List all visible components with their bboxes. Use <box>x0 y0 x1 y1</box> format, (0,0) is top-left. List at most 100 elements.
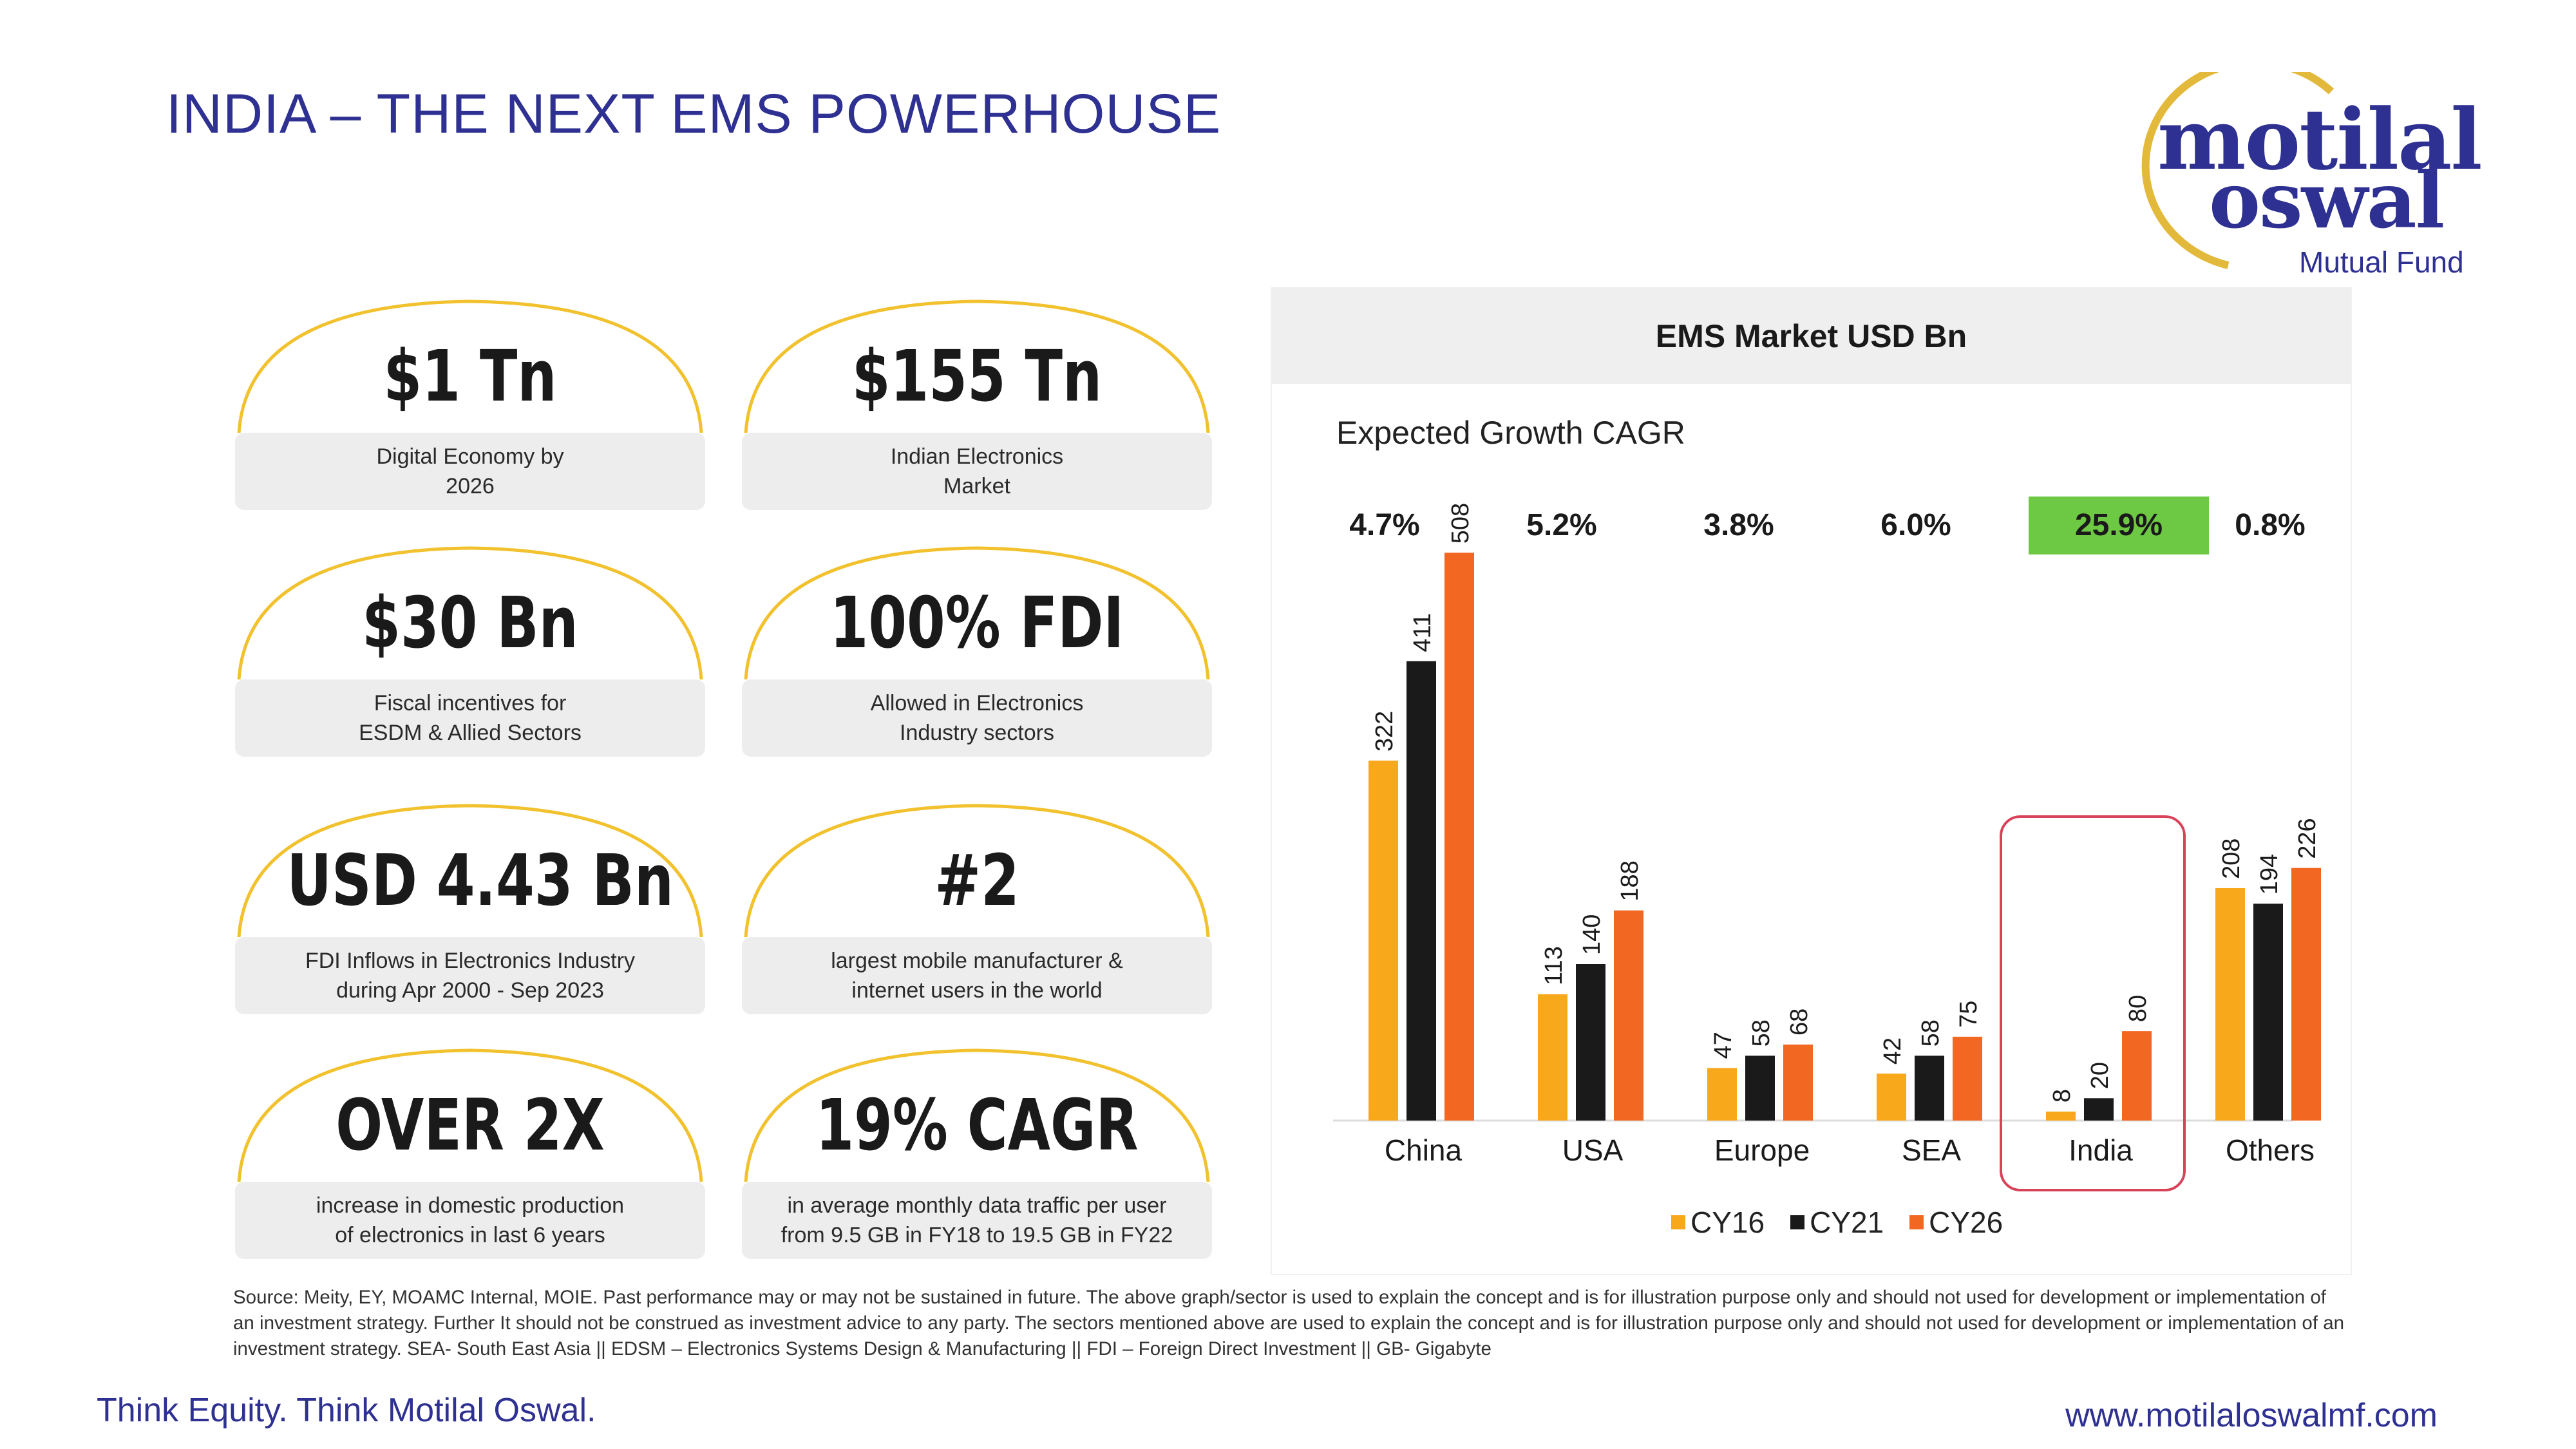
arch-icon <box>237 546 703 679</box>
cagr-value: 5.2% <box>1526 508 1597 542</box>
stat-card: USD 4.43 Bn FDI Inflows in Electronics I… <box>235 802 705 1014</box>
bar-india-cy16 <box>2046 1112 2076 1121</box>
logo-ring-icon <box>2141 72 2334 269</box>
cagr-value: 3.8% <box>1703 508 1774 542</box>
arch-icon <box>744 1048 1210 1182</box>
bar-sea-cy16 <box>1877 1074 1906 1121</box>
data-label: 226 <box>2294 818 2321 858</box>
bar-europe-cy21 <box>1745 1056 1775 1121</box>
legend-label: CY21 <box>1810 1206 1884 1239</box>
category-label: India <box>2069 1133 2133 1167</box>
cagr-value: 0.8% <box>2235 508 2306 542</box>
stat-description: in average monthly data traffic per user… <box>742 1182 1212 1259</box>
data-label: 194 <box>2256 854 2283 895</box>
data-label: 140 <box>1578 914 1605 955</box>
data-label: 47 <box>1710 1032 1737 1059</box>
data-label: 58 <box>1917 1019 1944 1046</box>
data-label: 188 <box>1616 860 1643 901</box>
stat-card: 19% CAGR in average monthly data traffic… <box>742 1046 1212 1259</box>
logo-line1: motilal <box>2157 90 2483 189</box>
category-label: Europe <box>1714 1133 1810 1167</box>
arch-icon <box>744 804 1210 937</box>
footer-tagline: Think Equity. Think Motilal Oswal. <box>97 1392 596 1429</box>
chart-title: EMS Market USD Bn <box>1272 289 2351 384</box>
cagr-value: 4.7% <box>1349 508 1420 542</box>
footer-website[interactable]: www.motilaloswalmf.com <box>2065 1397 2438 1434</box>
legend-swatch-icon <box>1671 1215 1685 1229</box>
stat-card: $30 Bn Fiscal incentives for ESDM & Alli… <box>235 544 705 757</box>
legend-item: CY21 <box>1790 1205 1884 1240</box>
page-title: INDIA – THE NEXT EMS POWERHOUSE <box>166 83 1222 145</box>
stat-value: $1 Tn <box>383 335 557 417</box>
data-label: 80 <box>2125 995 2152 1022</box>
arch-icon <box>744 299 1210 433</box>
cagr-value: 25.9% <box>2029 497 2209 554</box>
category-label: China <box>1385 1133 1463 1167</box>
stat-description: Allowed in Electronics Industry sectors <box>742 679 1212 757</box>
stat-description: Fiscal incentives for ESDM & Allied Sect… <box>235 679 705 757</box>
source-note: Source: Meity, EY, MOAMC Internal, MOIE.… <box>233 1287 2345 1359</box>
legend-swatch-icon <box>1790 1215 1805 1229</box>
stat-value: 100% FDI <box>829 582 1124 664</box>
bar-europe-cy16 <box>1707 1068 1737 1121</box>
chart-panel: EMS Market USD Bn Expected Growth CAGR 4… <box>1272 289 2351 1274</box>
legend-label: CY26 <box>1929 1206 2003 1239</box>
bar-europe-cy26 <box>1783 1044 1813 1121</box>
legend-swatch-icon <box>1909 1215 1924 1229</box>
chart-subtitle: Expected Growth CAGR <box>1336 415 1685 451</box>
stat-description: largest mobile manufacturer & internet u… <box>742 937 1212 1014</box>
data-label: 75 <box>1955 1001 1982 1028</box>
data-label: 58 <box>1748 1019 1775 1046</box>
bar-usa-cy16 <box>1538 994 1567 1121</box>
logo-line2: oswal <box>2209 155 2445 246</box>
legend-item: CY26 <box>1909 1205 2003 1240</box>
legend-item: CY16 <box>1671 1205 1765 1240</box>
chart-legend: CY16 CY21 CY26 <box>1671 1203 2003 1242</box>
data-label: 208 <box>2218 838 2245 879</box>
bar-others-cy26 <box>2291 867 2321 1121</box>
bar-china-cy21 <box>1406 661 1436 1121</box>
stat-description: Digital Economy by 2026 <box>235 433 705 510</box>
bar-india-cy21 <box>2084 1098 2114 1121</box>
stat-value: 19% CAGR <box>815 1084 1139 1166</box>
bar-india-cy26 <box>2122 1031 2152 1121</box>
arch-icon <box>744 546 1210 679</box>
arch-icon <box>237 804 703 937</box>
bar-usa-cy26 <box>1614 910 1643 1121</box>
stat-value: $30 Bn <box>362 582 578 664</box>
data-label: 20 <box>2087 1062 2114 1089</box>
data-label: 8 <box>2049 1089 2076 1103</box>
arch-icon <box>237 1048 703 1182</box>
stat-description: FDI Inflows in Electronics Industry duri… <box>235 937 705 1014</box>
data-label: 68 <box>1786 1009 1813 1036</box>
data-label: 42 <box>1879 1037 1906 1065</box>
bar-china-cy16 <box>1368 761 1398 1121</box>
bar-sea-cy21 <box>1915 1056 1944 1121</box>
stat-description: Indian Electronics Market <box>742 433 1212 510</box>
stat-value: OVER 2X <box>336 1084 605 1166</box>
bar-china-cy26 <box>1444 553 1474 1121</box>
category-label: SEA <box>1902 1133 1961 1167</box>
category-label: USA <box>1562 1133 1624 1167</box>
logo-subtitle: Mutual Fund <box>2299 245 2464 279</box>
bar-others-cy16 <box>2215 887 2245 1121</box>
stat-value: USD 4.43 Bn <box>287 839 674 922</box>
legend-label: CY16 <box>1690 1206 1765 1239</box>
bar-usa-cy21 <box>1576 964 1605 1121</box>
stat-description: increase in domestic production of elect… <box>235 1182 705 1259</box>
data-label: 113 <box>1540 946 1567 985</box>
stat-card: #2 largest mobile manufacturer & interne… <box>742 802 1212 1014</box>
stat-value: #2 <box>934 839 1019 922</box>
india-highlight-box <box>2000 815 2186 1191</box>
stat-card: 100% FDI Allowed in Electronics Industry… <box>742 544 1212 757</box>
data-label: 411 <box>1409 613 1436 652</box>
brand-logo: motilal oswal Mutual Fund <box>2119 72 2518 285</box>
arch-icon <box>237 299 703 433</box>
bar-others-cy21 <box>2253 904 2283 1121</box>
stat-card: $1 Tn Digital Economy by 2026 <box>235 298 705 510</box>
data-label: 508 <box>1447 503 1474 544</box>
data-label: 322 <box>1371 711 1398 752</box>
stat-card: OVER 2X increase in domestic production … <box>235 1046 705 1259</box>
stat-card: $155 Tn Indian Electronics Market <box>742 298 1212 510</box>
bar-sea-cy26 <box>1953 1036 1982 1121</box>
